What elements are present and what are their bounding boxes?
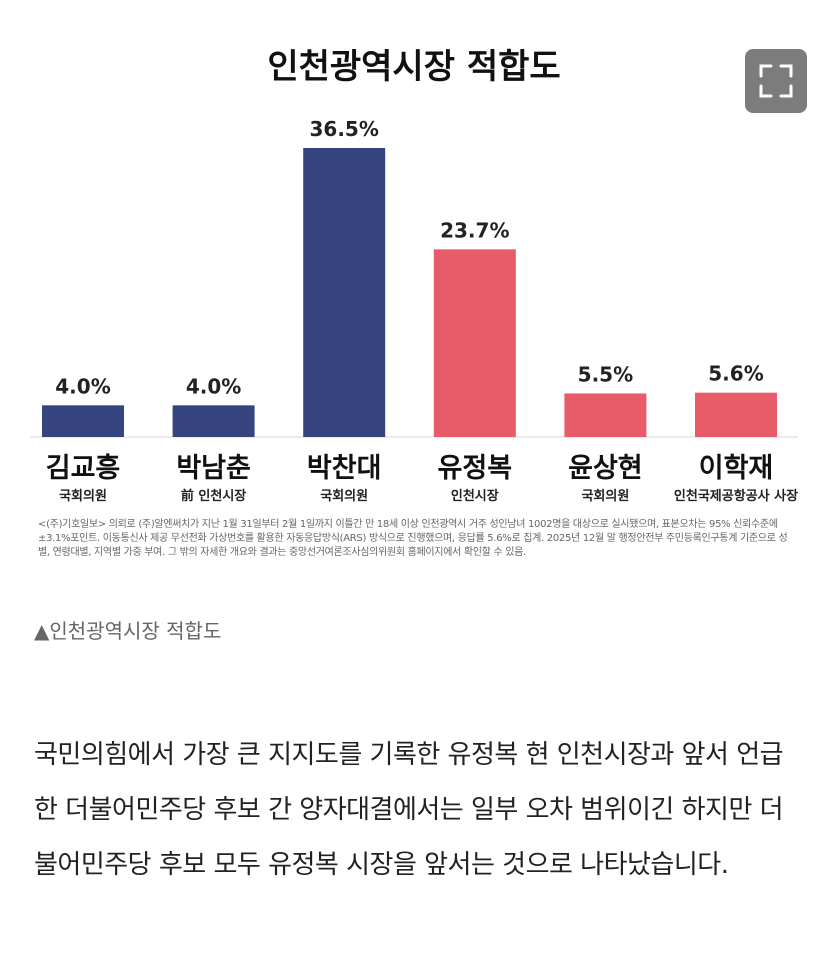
candidate-role-1: 前 인천시장: [181, 488, 246, 504]
value-label-1: 4.0%: [186, 374, 241, 398]
bar-1: [172, 405, 255, 437]
value-label-5: 5.6%: [708, 362, 763, 386]
value-label-4: 5.5%: [578, 362, 633, 386]
bar-4: [564, 393, 647, 437]
expand-icon: [759, 64, 793, 98]
candidate-role-3: 인천시장: [451, 488, 499, 504]
chart-title: 인천광역시장 적합도: [267, 47, 560, 87]
candidate-name-4: 윤상현: [568, 453, 643, 484]
candidate-name-1: 박남춘: [176, 453, 251, 484]
candidate-name-2: 박찬대: [307, 453, 382, 484]
value-label-0: 4.0%: [55, 374, 110, 398]
bar-5: [695, 392, 777, 437]
candidate-name-5: 이학재: [699, 453, 774, 484]
candidate-role-4: 국회의원: [581, 488, 629, 504]
expand-button[interactable]: [745, 49, 807, 113]
article-paragraph: 국민의힘에서 가장 큰 지지도를 기록한 유정복 현 인천시장과 앞서 언급한 …: [34, 740, 784, 880]
candidate-role-0: 국회의원: [59, 488, 107, 504]
candidate-role-2: 국회의원: [320, 488, 368, 504]
bar-3: [433, 249, 516, 437]
value-label-3: 23.7%: [440, 218, 509, 242]
survey-footnote: <(주)기호일보> 의뢰로 (주)알엔써치가 지난 1월 31일부터 2월 1일…: [38, 519, 788, 558]
bar-2: [303, 148, 386, 437]
value-label-2: 36.5%: [310, 117, 379, 141]
image-caption: ▲인천광역시장 적합도: [34, 619, 222, 643]
bar-0: [42, 405, 124, 437]
candidate-name-3: 유정복: [438, 453, 513, 484]
candidate-name-0: 김교흥: [46, 453, 121, 484]
candidate-role-5: 인천국제공항공사 사장: [674, 488, 798, 504]
